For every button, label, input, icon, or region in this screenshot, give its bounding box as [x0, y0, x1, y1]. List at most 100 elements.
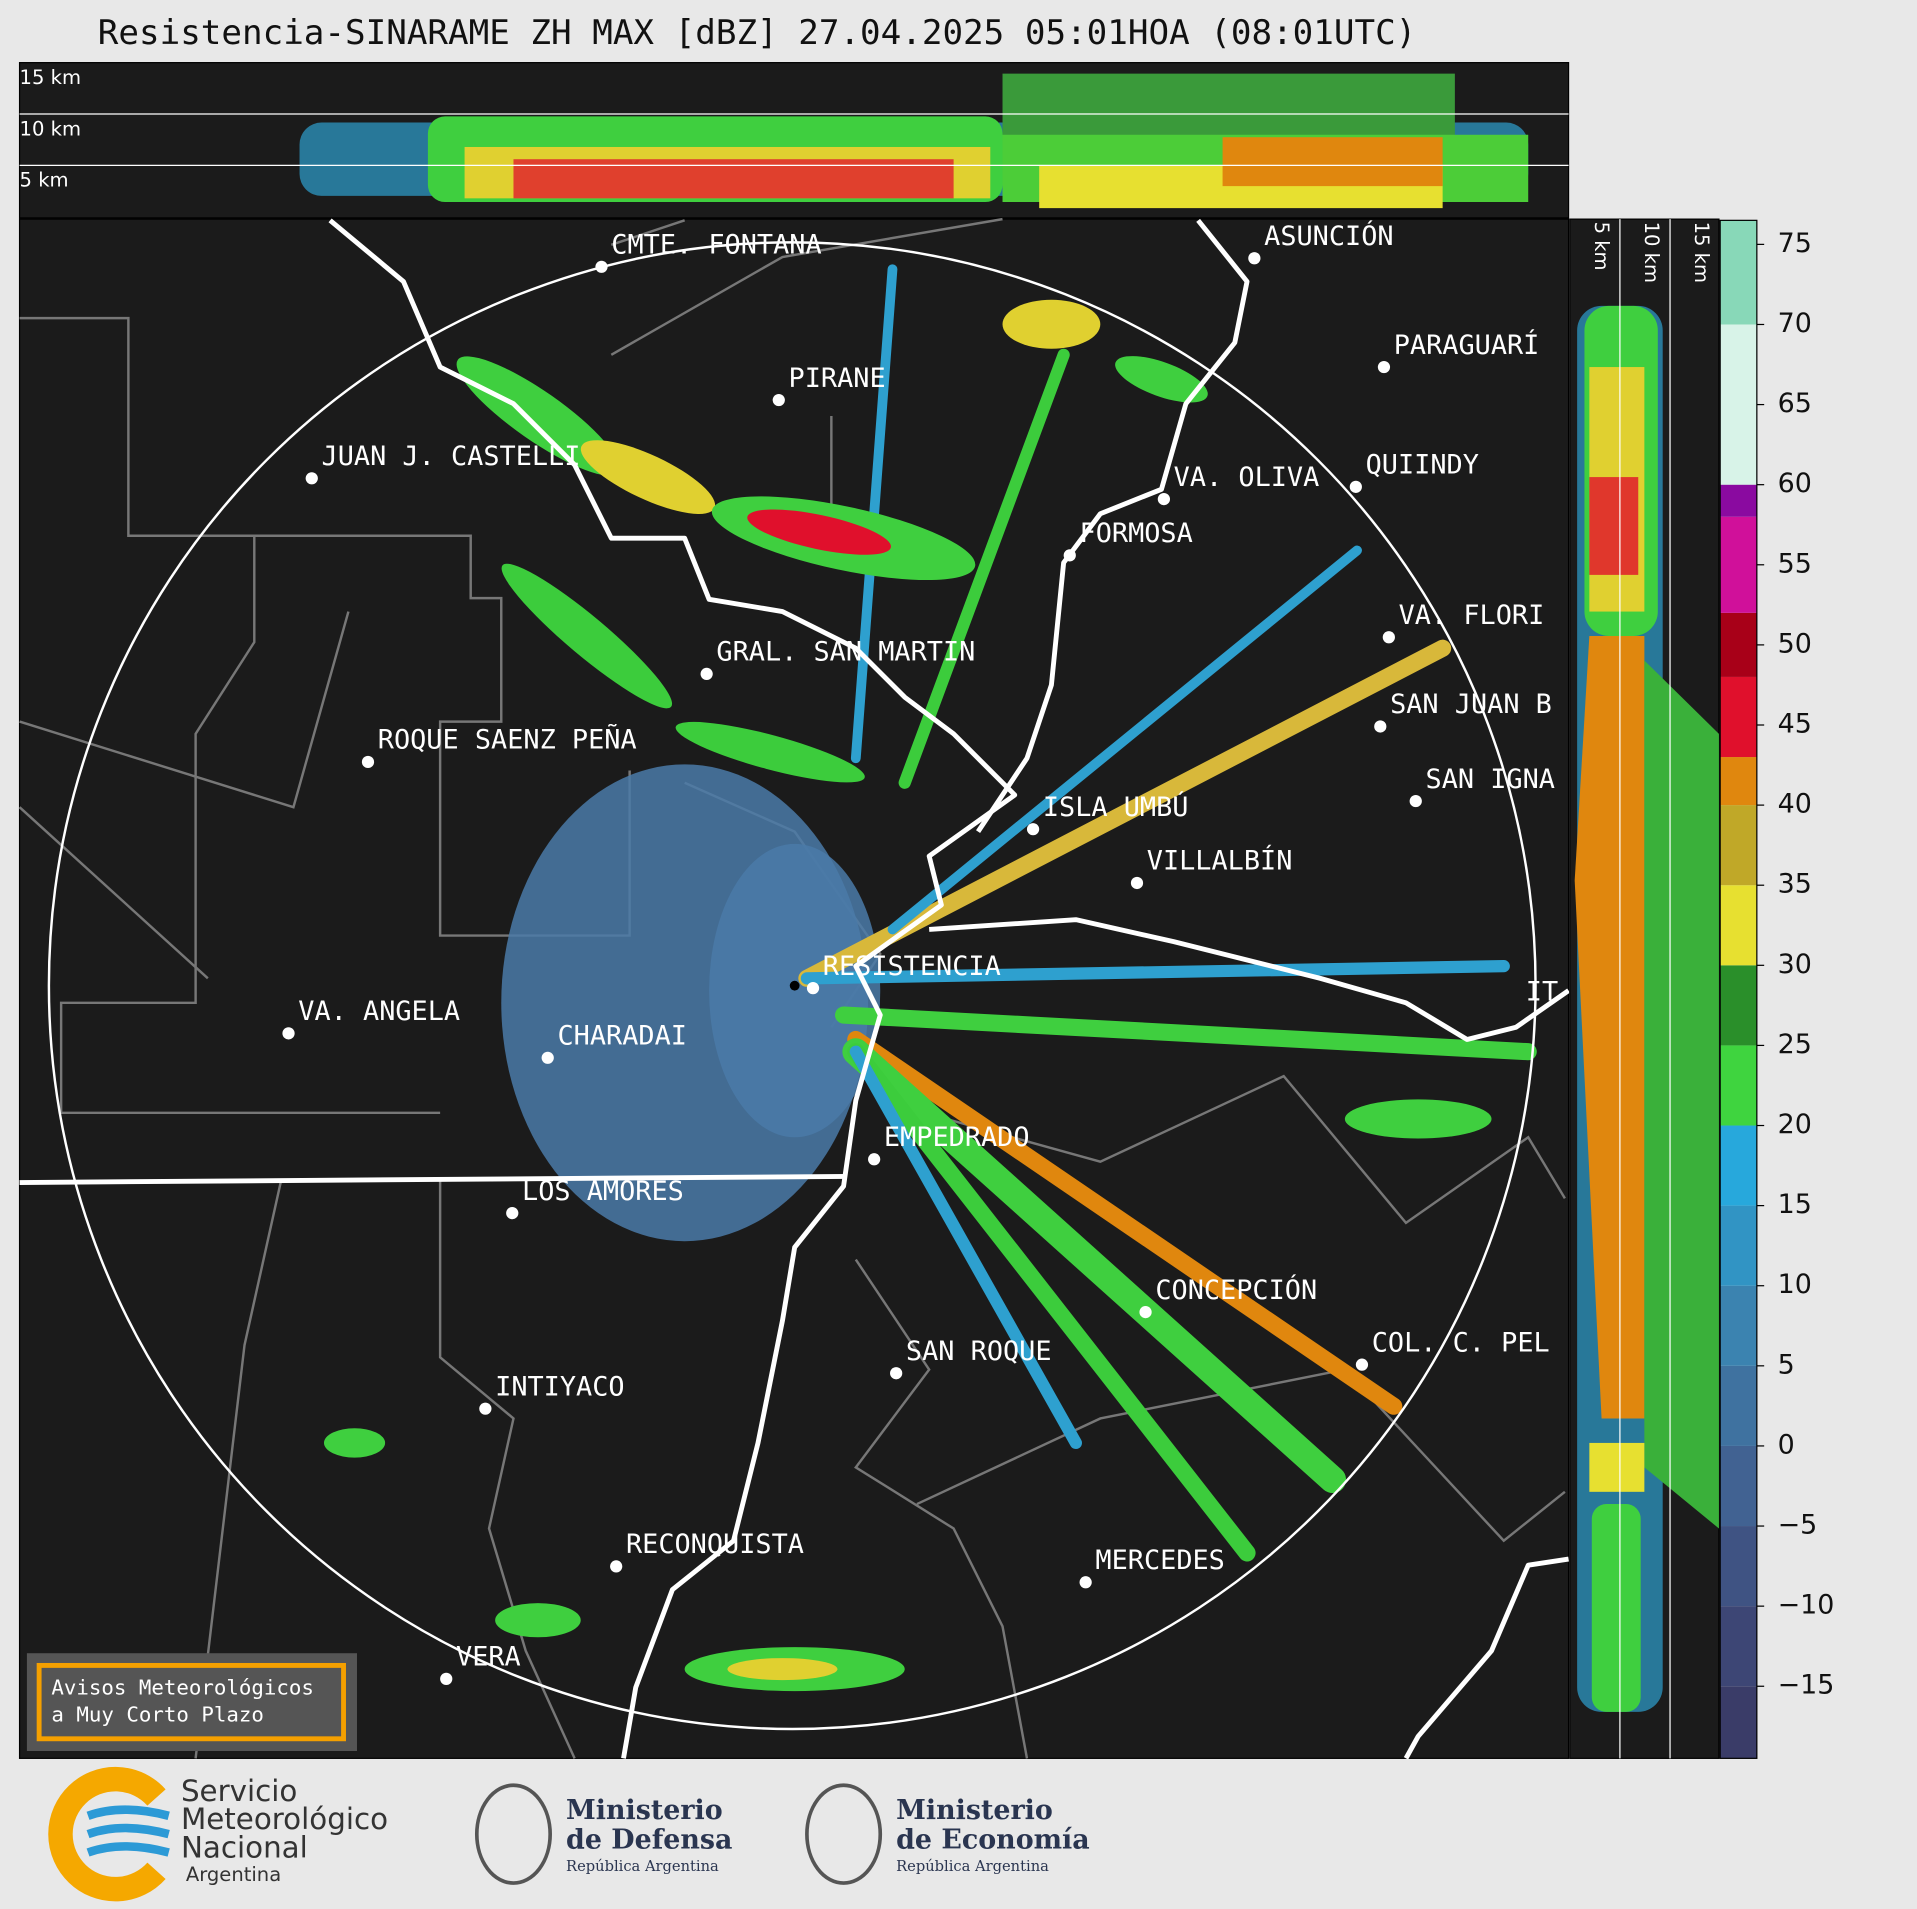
height-label: 15 km — [20, 66, 81, 89]
echo — [456, 356, 620, 476]
notice-text: a Muy Corto Plazo — [51, 1703, 264, 1727]
city-dot — [610, 1560, 623, 1573]
title: Resistencia-SINARAME ZH MAX [dBZ] 27.04.… — [98, 13, 1417, 53]
colorbar-tick-label: 75 — [1778, 228, 1812, 259]
city-label: CONCEPCIÓN — [1155, 1274, 1317, 1306]
city-dot — [506, 1206, 519, 1220]
boundary — [854, 1258, 1029, 1759]
echo — [1574, 636, 1645, 1419]
echo — [747, 509, 891, 555]
city-dot — [806, 982, 820, 995]
echo — [323, 1428, 386, 1458]
city-label: ISLA UMBÚ — [1043, 791, 1189, 823]
boundary — [59, 535, 441, 1115]
colorbar-tick-label: 10 — [1778, 1269, 1812, 1300]
city-label: RESISTENCIA — [823, 951, 1001, 982]
height-label: 10 km — [1640, 222, 1663, 283]
echo — [842, 1038, 1347, 1494]
colorbar-band — [1720, 1285, 1757, 1366]
colorbar-tick-label: 70 — [1778, 308, 1812, 339]
city-label: VA. ANGELA — [298, 996, 460, 1027]
echo — [849, 1045, 1082, 1450]
colorbar-band — [1720, 965, 1757, 1046]
city-dot — [1409, 794, 1422, 808]
colorbar-band — [1720, 1686, 1757, 1759]
colorbar-band — [1720, 1445, 1757, 1527]
colorbar-band — [1720, 1365, 1757, 1446]
city-label: ROQUE SAENZ PEÑA — [378, 724, 637, 756]
echo — [847, 1030, 1403, 1415]
city-dot — [1248, 252, 1261, 265]
city-dot — [1374, 720, 1387, 733]
logo-text: de Economía — [896, 1824, 1090, 1855]
emblem — [474, 1783, 552, 1885]
height-label: 15 km — [1690, 222, 1713, 283]
colorbar-tick-label: 0 — [1778, 1429, 1795, 1460]
city-label: LOS AMORES — [522, 1176, 684, 1207]
city-label: VERA — [456, 1642, 521, 1673]
echo — [1002, 299, 1101, 349]
city-dot — [868, 1153, 881, 1166]
logo-text: República Argentina — [566, 1858, 719, 1875]
city-dot — [1382, 631, 1395, 644]
notice-text: Avisos Meteorológicos — [51, 1676, 314, 1700]
city-label: GRAL. SAN MARTIN — [716, 637, 975, 668]
city-label: VA. OLIVA — [1174, 462, 1320, 493]
colorbar-tick-label: 25 — [1778, 1029, 1812, 1060]
logo-text: Nacional — [181, 1830, 308, 1864]
city-dot — [1079, 1576, 1092, 1589]
echo — [898, 348, 1070, 789]
boundary — [19, 316, 631, 937]
colorbar-band — [1720, 1125, 1757, 1206]
colorbar-tick-label: 60 — [1778, 468, 1812, 499]
city-label: INTIYACO — [495, 1371, 624, 1402]
colorbar-band — [1720, 805, 1757, 886]
logo-text: de Defensa — [566, 1824, 732, 1855]
border — [19, 1173, 847, 1185]
emblem — [805, 1783, 883, 1885]
city-dot — [1355, 1358, 1369, 1371]
cities: CMTE. FONTANA PIRANE JUAN J. CASTELLI VA. O… — [282, 220, 1558, 1685]
rivers-borders — [19, 218, 1570, 1760]
city-dot — [1139, 1305, 1152, 1319]
city-dot — [440, 1672, 453, 1685]
colorbar-tick-label: 20 — [1778, 1109, 1812, 1140]
city-label: SAN JUAN B — [1390, 689, 1552, 720]
echo — [727, 1658, 838, 1681]
top-panel: 15 km 10 km 5 km — [18, 62, 1570, 219]
city-label: PARAGUARÍ — [1394, 329, 1540, 361]
notice-box[interactable] — [26, 1653, 357, 1752]
logos: Servicio Meteorológico Nacional Argentin… — [48, 1766, 1090, 1902]
colorbar-tick-label: 50 — [1778, 628, 1812, 659]
city-label: JUAN J. CASTELLI — [322, 441, 581, 472]
city-label: IT — [1526, 977, 1558, 1008]
colorbar-tick-label: 65 — [1778, 388, 1812, 419]
echo — [887, 545, 1362, 935]
city-label: CMTE. FONTANA — [611, 230, 821, 261]
city-label: VA. FLORI — [1399, 600, 1545, 631]
city-dot — [1026, 823, 1040, 836]
city-dot — [479, 1402, 492, 1415]
city-label: FORMOSA — [1080, 518, 1193, 549]
radar-site — [789, 980, 800, 991]
colorbar-band — [1720, 757, 1757, 806]
colorbar-band — [1720, 1045, 1757, 1126]
range-ring — [47, 241, 1537, 1731]
city-label: QUIINDY — [1366, 450, 1479, 481]
city-dot — [541, 1051, 554, 1064]
notice-border — [36, 1662, 346, 1742]
colorbar-band — [1720, 1606, 1757, 1687]
colorbar-band — [1720, 484, 1757, 517]
river — [976, 218, 1250, 833]
logo-text: Servicio — [181, 1774, 297, 1808]
colorbar-tick-label: 5 — [1778, 1349, 1795, 1380]
colorbar-tick-label: −15 — [1778, 1670, 1835, 1701]
storm-cells — [323, 299, 1492, 1692]
smn-logo-ring — [48, 1766, 166, 1902]
boundary — [18, 611, 350, 980]
colorbar-tick-label: 30 — [1778, 949, 1812, 980]
city-label: SAN IGNA — [1426, 764, 1555, 795]
city-label: SAN ROQUE — [906, 1336, 1052, 1367]
city-label: MERCEDES — [1095, 1545, 1224, 1576]
